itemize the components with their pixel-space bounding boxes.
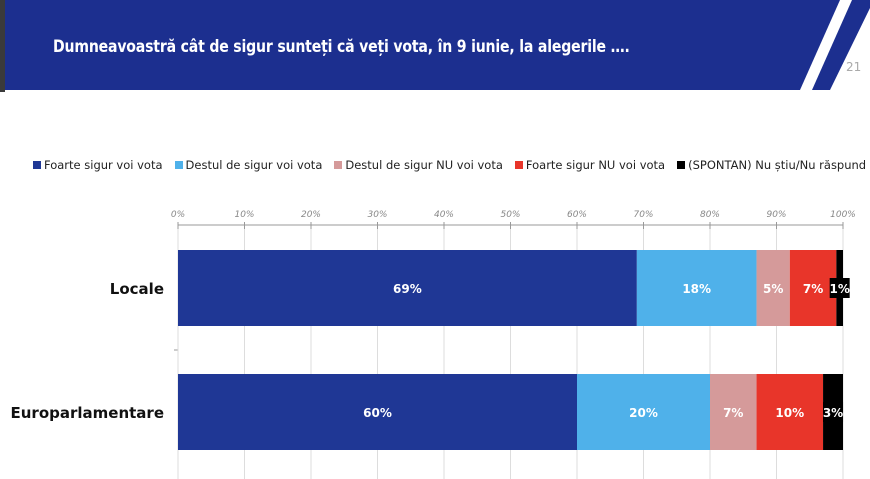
legend-item: (SPONTAN) Nu știu/Nu răspund <box>677 158 866 172</box>
bar-segment <box>710 374 757 450</box>
data-label: 18% <box>682 282 711 296</box>
legend-label: Destul de sigur NU voi vota <box>345 158 503 172</box>
legend-item: Destul de sigur voi vota <box>174 158 323 172</box>
legend-item: Foarte sigur voi vota <box>33 158 163 172</box>
x-tick-label: 20% <box>301 210 321 220</box>
data-label: 69% <box>393 282 422 296</box>
legend-label: (SPONTAN) Nu știu/Nu răspund <box>688 158 867 172</box>
data-label: 3% <box>823 406 843 420</box>
legend-item: Foarte sigur NU voi vota <box>514 158 666 172</box>
x-tick-label: 10% <box>234 210 254 220</box>
data-label-bg <box>823 402 844 422</box>
x-tick-label: 60% <box>567 210 587 220</box>
legend-label: Foarte sigur voi vota <box>44 158 163 172</box>
bar-segment <box>789 250 837 326</box>
legend-label: Foarte sigur NU voi vota <box>525 158 666 172</box>
x-tick-label: 80% <box>700 210 720 220</box>
bar-segment <box>178 250 637 326</box>
legend-swatch <box>174 161 183 169</box>
x-tick-label: 50% <box>500 210 520 220</box>
page-title: Dumneavoastră cât de sigur sunteți că ve… <box>53 37 630 57</box>
header-banner <box>0 0 870 92</box>
data-label: 20% <box>629 406 658 420</box>
legend-swatch <box>33 161 41 169</box>
legend-swatch <box>334 161 343 169</box>
page-number: 21 <box>846 60 862 74</box>
x-tick-label: 90% <box>766 210 786 220</box>
x-tick-label: 70% <box>633 210 653 220</box>
data-label-bg <box>829 278 850 298</box>
x-tick-label: 30% <box>367 210 387 220</box>
legend-label: Destul de sigur voi vota <box>185 158 323 172</box>
x-tick-label: 100% <box>830 210 856 220</box>
bar-segment <box>756 250 790 326</box>
bar-segment <box>178 374 577 450</box>
data-label: 5% <box>763 282 783 296</box>
bar-segment <box>636 250 757 326</box>
data-label: 60% <box>363 406 392 420</box>
category-label: Europarlamentare <box>11 404 165 422</box>
bar-segment <box>756 374 824 450</box>
x-tick-label: 40% <box>434 210 454 220</box>
data-label: 7% <box>723 406 743 420</box>
data-label: 10% <box>775 406 804 420</box>
data-label: 1% <box>829 282 849 296</box>
legend-swatch <box>514 161 523 169</box>
legend-item: Destul de sigur NU voi vota <box>334 158 503 172</box>
legend: Foarte sigur voi vota Destul de sigur voi… <box>33 158 866 172</box>
bar-segment <box>577 374 710 450</box>
legend-swatch <box>677 161 686 169</box>
data-label: 7% <box>803 282 823 296</box>
category-label: Locale <box>110 280 164 298</box>
x-tick-label: 0% <box>171 210 185 220</box>
